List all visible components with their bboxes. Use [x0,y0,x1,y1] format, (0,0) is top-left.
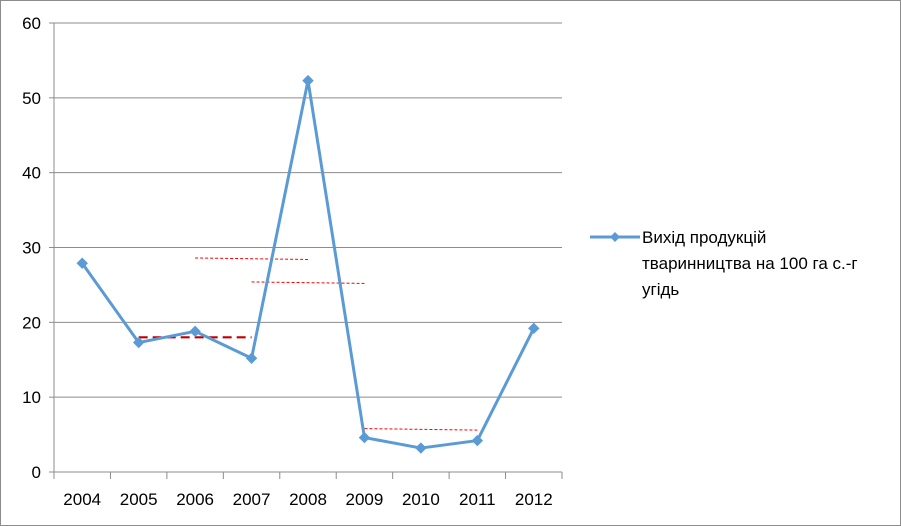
x-tick-label: 2007 [233,490,271,509]
annotations [138,257,478,431]
y-tick-label: 10 [22,388,41,407]
y-tick-label: 50 [22,89,41,108]
y-tick-label: 20 [22,313,41,332]
x-tick-label: 2008 [289,490,327,509]
series-line [81,79,536,450]
y-tick-label: 40 [22,164,41,183]
data-point-marker [302,74,314,87]
y-tick-labels: 0 10 20 30 40 50 60 [22,14,41,482]
x-tick-labels: 2004 2005 2006 2007 2008 2009 2010 2011 2012 [63,490,552,509]
legend-label: угідь [642,280,679,299]
data-point-marker [358,431,371,444]
x-tick-label: 2010 [402,490,440,509]
legend: Вихід продукцій тваринництва на 100 га с.… [590,228,858,299]
data-point-marker [189,325,201,338]
dashed-annotation-line [364,428,478,431]
legend-marker [610,232,620,242]
dashed-annotation-line [251,281,365,284]
data-point-marker [245,352,258,364]
gridlines [54,22,562,398]
dashed-annotation-line [195,257,309,260]
data-point-marker [415,442,427,454]
legend-label: тваринництва на 100 га с.-г [642,254,858,273]
y-tick-label: 0 [32,463,41,482]
x-tick-label: 2006 [176,490,214,509]
x-tick-label: 2012 [515,490,553,509]
x-tick-label: 2009 [346,490,384,509]
y-tick-label: 30 [22,239,41,258]
series-group [76,74,540,454]
x-tick-label: 2005 [120,490,158,509]
legend-label: Вихід продукцій [642,228,766,247]
data-point-marker [471,434,484,447]
data-point-marker [528,322,540,335]
y-tick-label: 60 [22,14,41,33]
axes [49,22,563,479]
data-point-marker [132,336,145,349]
x-tick-label: 2011 [459,490,496,509]
x-tick-label: 2004 [63,490,101,509]
data-point-marker [76,257,88,269]
